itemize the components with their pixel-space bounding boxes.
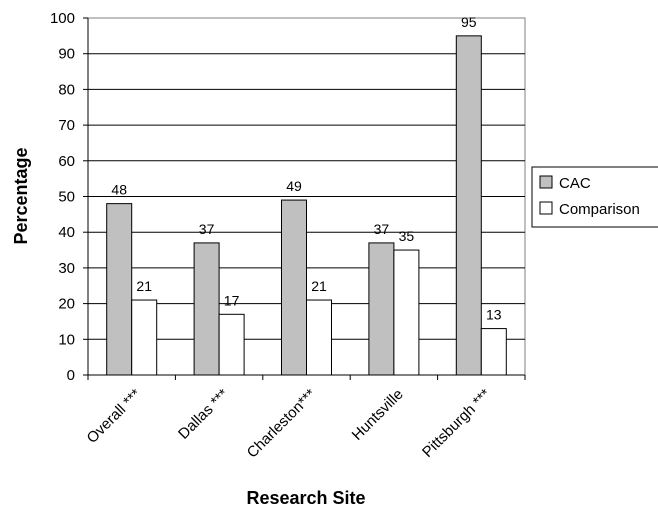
x-tick-label: Overall *** — [84, 386, 145, 447]
y-tick-label: 70 — [58, 117, 75, 134]
data-label: 37 — [199, 221, 215, 237]
bar-cac — [193, 242, 220, 376]
x-axis-title: Research Site — [246, 488, 365, 508]
y-tick-label: 0 — [67, 367, 75, 384]
bars: 48 21 37 17 49 21 37 35 95 13 — [106, 14, 507, 376]
data-label: 13 — [486, 307, 502, 323]
legend-box — [531, 166, 658, 228]
x-axis-ticks: Overall *** Dallas *** Charleston*** Huntsv… — [84, 375, 526, 462]
data-label: 95 — [461, 14, 477, 30]
bar-comparison — [218, 313, 245, 376]
y-tick-label: 20 — [58, 296, 75, 313]
bar-comparison — [393, 249, 420, 376]
legend-swatch-comparison — [539, 201, 553, 215]
legend-label: CAC — [559, 175, 591, 192]
x-tick-label: Charleston*** — [244, 386, 320, 462]
data-label: 37 — [374, 221, 390, 237]
x-tick-label: Huntsville — [349, 386, 407, 444]
bar-comparison — [480, 328, 507, 376]
data-label: 35 — [399, 228, 415, 244]
bar-comparison — [306, 299, 332, 376]
y-tick-label: 50 — [58, 189, 75, 206]
data-label: 48 — [111, 182, 127, 198]
y-tick-label: 80 — [58, 81, 75, 98]
legend-swatch-cac — [539, 175, 553, 189]
y-tick-label: 90 — [58, 46, 75, 63]
bar-cac — [106, 203, 133, 376]
bar-cac — [281, 199, 307, 376]
legend-label: Comparison — [559, 201, 640, 218]
x-tick-label: Pittsburgh *** — [419, 386, 494, 461]
data-label: 49 — [286, 178, 302, 194]
bar-comparison — [131, 299, 158, 376]
y-tick-label: 30 — [58, 260, 75, 277]
y-axis-ticks: 0 10 20 30 40 50 60 70 80 90 100 — [50, 10, 88, 384]
data-label: 21 — [311, 278, 327, 294]
bar-cac — [455, 35, 482, 376]
gridlines — [88, 53, 525, 340]
y-tick-label: 100 — [50, 10, 75, 27]
bar-cac — [368, 242, 395, 376]
x-tick-label: Dallas *** — [175, 386, 232, 443]
legend: CAC Comparison — [531, 166, 658, 228]
y-tick-label: 40 — [58, 224, 75, 241]
y-tick-label: 60 — [58, 153, 75, 170]
data-label: 17 — [224, 292, 240, 308]
y-axis-title: Percentage — [11, 147, 31, 244]
data-label: 21 — [136, 278, 152, 294]
y-tick-label: 10 — [58, 331, 75, 348]
